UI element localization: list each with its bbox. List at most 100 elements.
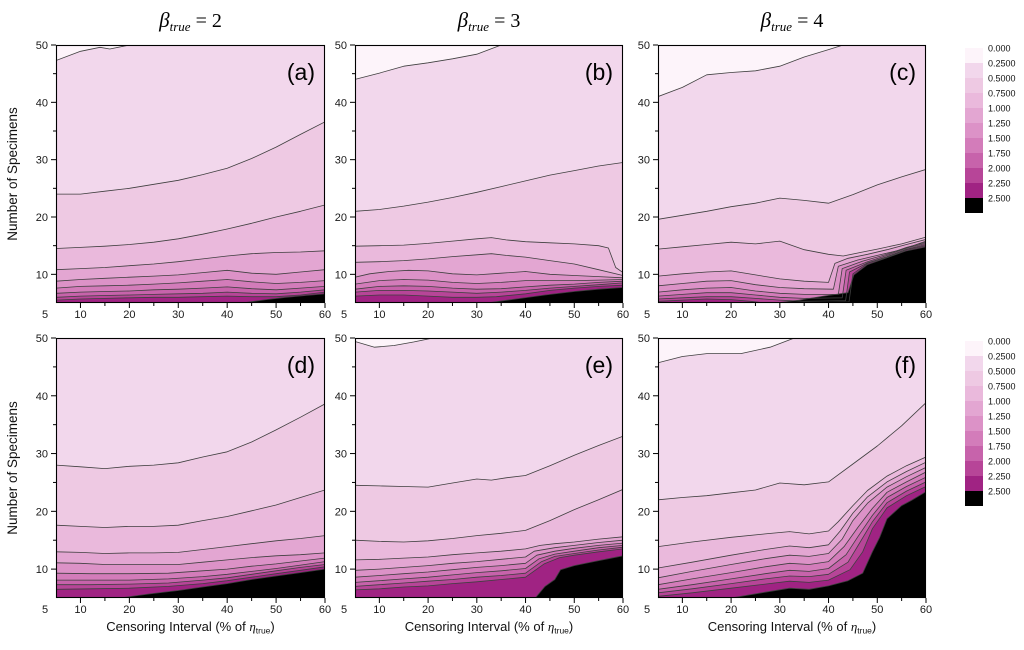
x-tick-label: 60 <box>617 604 629 616</box>
contour-band-2.5 <box>731 491 926 598</box>
contour-line-2 <box>56 564 325 586</box>
colorbar-label: 2.000 <box>988 164 1011 174</box>
panel-plot-area <box>658 45 926 303</box>
contour-line-1.5 <box>56 557 325 575</box>
colorbar-swatch <box>965 386 983 401</box>
x-tick-label: 50 <box>270 309 282 321</box>
contour-line-1.5 <box>56 279 325 289</box>
contour-line-1.75 <box>355 280 623 290</box>
y-tick-label: 20 <box>36 506 48 518</box>
y-tick-label: 30 <box>638 449 650 461</box>
panel-frame <box>657 337 927 599</box>
colorbar-label: 1.000 <box>988 104 1011 114</box>
panel-frame <box>354 44 624 304</box>
contour-band-2.25 <box>56 292 325 303</box>
x-tick-label: 10 <box>676 309 688 321</box>
y-tick-label: 50 <box>36 40 48 52</box>
y-tick-label: 20 <box>638 506 650 518</box>
y-tick-label: 40 <box>638 391 650 403</box>
y-tick-label: 50 <box>335 333 347 345</box>
y-tick-label: 30 <box>36 155 48 167</box>
x-tick-label: 10 <box>676 604 688 616</box>
x-tick-label: 10 <box>373 309 385 321</box>
x-tick-label: 10 <box>74 604 86 616</box>
colorbar-label: 0.7500 <box>988 382 1016 392</box>
contour-line-2 <box>658 481 926 594</box>
colorbar-swatch <box>965 48 983 63</box>
x-tick-label: 30 <box>774 309 786 321</box>
contour-band-2.5 <box>119 569 325 598</box>
contour-line-1 <box>56 250 325 271</box>
x-axis-title: Censoring Interval (% of ηtrue) <box>405 619 574 636</box>
contour-line-0.75 <box>658 456 926 547</box>
contour-line-2 <box>355 282 623 294</box>
contour-line-1.5 <box>658 241 926 295</box>
y-tick-label: 40 <box>36 391 48 403</box>
contour-line-2.25 <box>56 566 325 590</box>
y-tick-label: 30 <box>638 155 650 167</box>
panel-corner-label: (b) <box>585 59 613 85</box>
contour-line-2.5 <box>534 555 623 598</box>
y-axis-title: Number of Specimens <box>5 401 20 535</box>
x-axis-title: Censoring Interval (% of ηtrue) <box>708 619 877 636</box>
x-tick-label: 10 <box>74 309 86 321</box>
x-tick-label: 50 <box>871 309 883 321</box>
colorbar-swatch <box>965 401 983 416</box>
contour-line-1.5 <box>355 279 623 285</box>
y-tick-label: 40 <box>638 97 650 109</box>
contour-line-0.25 <box>658 338 795 364</box>
contour-line-1.25 <box>355 269 623 279</box>
colorbar-swatch <box>965 138 983 153</box>
contour-line-0.75 <box>56 489 325 528</box>
x-tick-label: 10 <box>373 604 385 616</box>
contour-line-0.5 <box>355 435 623 488</box>
y-tick-label: 40 <box>335 391 347 403</box>
x-tick-label: 20 <box>725 604 737 616</box>
contour-panel-c: (c) 10 20 30 40 50 60 5 10 20 30 40 50 <box>638 40 932 321</box>
contour-band-2.25 <box>658 486 926 598</box>
x-corner-tick-label: 5 <box>42 604 48 616</box>
contour-line-0.5 <box>56 121 325 195</box>
colorbar-label: 1.750 <box>988 442 1011 452</box>
column-title: βtrue = 4 <box>760 8 824 34</box>
contour-line-0.75 <box>355 489 623 543</box>
y-tick-label: 10 <box>36 269 48 281</box>
contour-line-2.25 <box>658 298 766 303</box>
y-tick-label: 30 <box>36 449 48 461</box>
contour-line-2.25 <box>809 245 926 303</box>
contour-line-1.25 <box>658 240 926 290</box>
contour-line-0.25 <box>355 45 502 80</box>
contour-panel-d: (d) 10 20 30 40 50 60 5 10 20 30 40 50 <box>36 333 331 616</box>
y-tick-label: 20 <box>335 212 347 224</box>
colorbar-swatch <box>965 476 983 491</box>
contour-line-0.5 <box>658 169 926 220</box>
colorbar-swatch <box>965 108 983 123</box>
colorbar-swatch <box>965 461 983 476</box>
y-tick-label: 10 <box>638 269 650 281</box>
panel-plot-area <box>355 338 623 598</box>
contour-line-1.75 <box>658 476 926 590</box>
contour-line-0.25 <box>658 45 844 97</box>
colorbar-swatch <box>965 416 983 431</box>
colorbar-label: 1.000 <box>988 397 1011 407</box>
contour-line-2.5 <box>731 491 926 598</box>
colorbar-label: 2.000 <box>988 457 1011 467</box>
x-tick-label: 40 <box>221 309 233 321</box>
colorbar-label: 0.7500 <box>988 89 1016 99</box>
colorbar-label: 0.5000 <box>988 74 1016 84</box>
y-tick-label: 50 <box>638 333 650 345</box>
colorbar-swatch <box>965 446 983 461</box>
colorbar-label: 1.750 <box>988 149 1011 159</box>
y-tick-label: 20 <box>36 212 48 224</box>
x-tick-label: 60 <box>920 309 932 321</box>
colorbar-swatch <box>965 371 983 386</box>
x-tick-label: 30 <box>774 604 786 616</box>
contour-line-1.5 <box>658 471 926 586</box>
contour-band-2.5 <box>535 555 623 598</box>
contour-line-0.25 <box>56 45 130 61</box>
y-tick-label: 40 <box>335 97 347 109</box>
x-tick-label: 30 <box>471 604 483 616</box>
colorbar-bottom: 0.000 0.2500 0.5000 0.7500 1.000 1.250 1.500 1.… <box>965 337 1016 506</box>
